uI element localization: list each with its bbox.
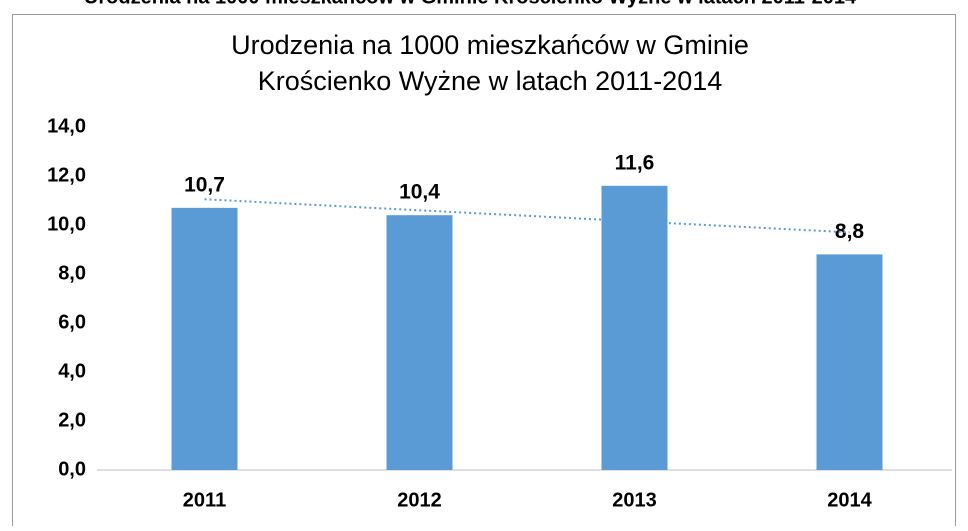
trendline <box>204 198 850 234</box>
chart-title: Urodzenia na 1000 mieszkańców w Gminie <box>231 30 749 60</box>
caption: Urodzenia na 1000 mieszkańców w Gminie K… <box>84 0 857 8</box>
chart-title: Krościenko Wyżne w latach 2011-2014 <box>258 66 723 96</box>
bar <box>601 185 668 471</box>
x-tick-label: 2014 <box>827 489 872 511</box>
y-tick-label: 8,0 <box>58 262 86 284</box>
y-tick-label: 14,0 <box>47 115 86 137</box>
chart-border <box>12 14 956 531</box>
y-tick-label: 12,0 <box>47 164 86 186</box>
y-tick-label: 2,0 <box>58 409 86 431</box>
data-label: 8,8 <box>835 220 865 243</box>
data-label: 11,6 <box>615 151 655 174</box>
x-tick-label: 2013 <box>612 489 657 511</box>
bar <box>816 254 883 470</box>
y-tick-label: 4,0 <box>58 360 86 382</box>
x-tick-label: 2011 <box>183 489 226 511</box>
data-label: 10,4 <box>399 181 440 204</box>
data-label: 10,7 <box>184 173 225 196</box>
y-tick-label: 0,0 <box>58 458 86 480</box>
x-tick-label: 2012 <box>397 489 442 511</box>
bar <box>386 215 453 470</box>
y-tick-label: 6,0 <box>58 311 86 333</box>
y-tick-label: 10,0 <box>47 213 86 235</box>
bar <box>171 207 238 470</box>
